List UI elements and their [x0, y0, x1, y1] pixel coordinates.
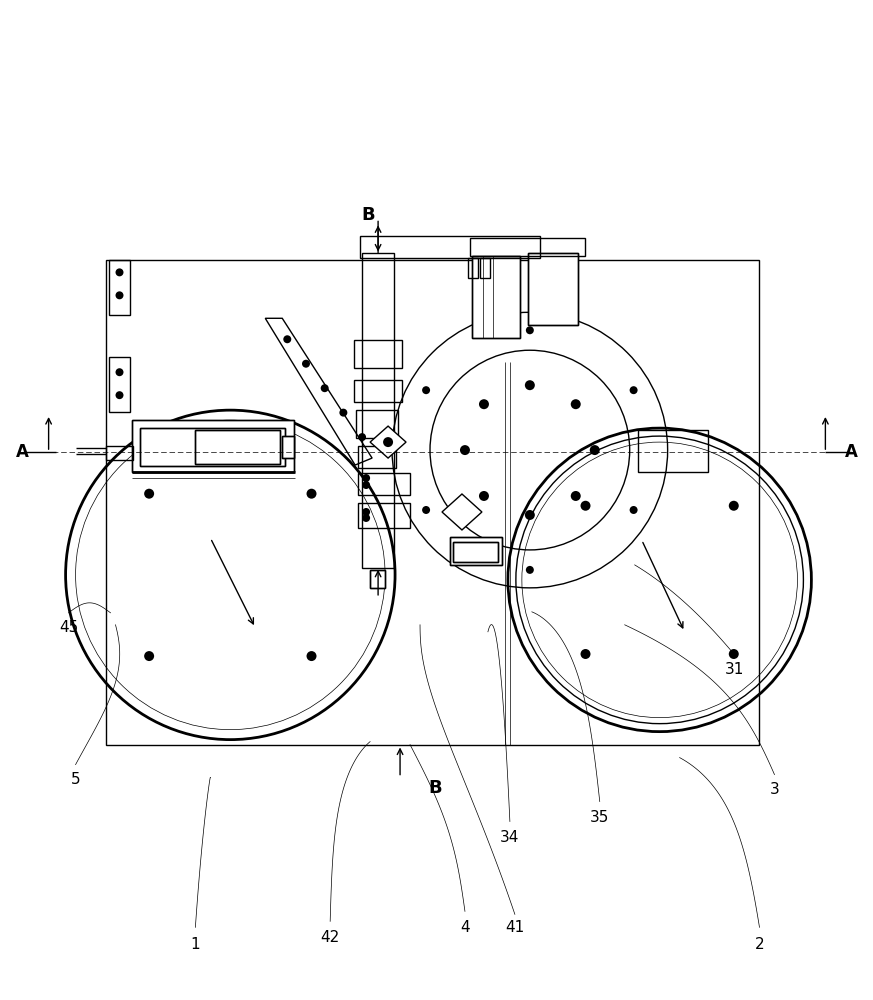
Text: 41: 41 — [505, 920, 525, 935]
Bar — [282, 436, 294, 458]
Circle shape — [525, 380, 535, 390]
Bar — [354, 340, 402, 368]
Circle shape — [115, 291, 123, 299]
Bar — [370, 570, 385, 588]
Text: 5: 5 — [71, 772, 80, 787]
Circle shape — [358, 433, 366, 441]
Circle shape — [320, 384, 328, 392]
Circle shape — [460, 445, 470, 455]
Bar — [370, 570, 385, 588]
Text: 2: 2 — [754, 937, 764, 952]
Circle shape — [115, 391, 123, 399]
Circle shape — [284, 335, 292, 343]
Circle shape — [362, 474, 370, 482]
Circle shape — [423, 386, 430, 394]
Text: 35: 35 — [590, 810, 609, 825]
Bar — [108, 357, 130, 412]
Circle shape — [571, 491, 581, 501]
Text: 31: 31 — [725, 662, 744, 677]
Text: 3: 3 — [770, 782, 780, 797]
Circle shape — [729, 501, 739, 511]
Circle shape — [729, 649, 739, 659]
Bar — [480, 258, 490, 278]
Bar — [196, 430, 280, 464]
Bar — [450, 537, 502, 565]
Bar — [358, 446, 396, 468]
Bar — [141, 428, 285, 466]
Circle shape — [581, 501, 590, 511]
Bar — [133, 420, 294, 472]
Bar — [358, 503, 410, 528]
Bar — [472, 256, 519, 338]
Bar — [108, 260, 130, 315]
Bar — [106, 446, 134, 460]
Circle shape — [423, 506, 430, 514]
Text: 45: 45 — [59, 620, 79, 635]
Circle shape — [629, 506, 637, 514]
Bar — [450, 537, 502, 565]
Bar — [528, 253, 578, 325]
Polygon shape — [442, 494, 482, 530]
Text: A: A — [17, 443, 29, 461]
Circle shape — [629, 386, 637, 394]
Bar — [470, 238, 585, 256]
Circle shape — [581, 649, 590, 659]
Bar — [453, 542, 498, 562]
Circle shape — [362, 508, 370, 516]
Polygon shape — [265, 318, 372, 465]
Polygon shape — [370, 426, 406, 458]
Bar — [358, 473, 410, 495]
Circle shape — [525, 510, 535, 520]
Bar — [361, 236, 540, 258]
Bar — [472, 256, 519, 338]
Bar — [362, 253, 394, 568]
Circle shape — [362, 481, 370, 489]
Circle shape — [526, 566, 534, 574]
Text: 42: 42 — [320, 930, 340, 945]
Bar — [453, 542, 498, 562]
Circle shape — [383, 437, 393, 447]
Circle shape — [144, 651, 155, 661]
Circle shape — [115, 268, 123, 276]
Circle shape — [306, 651, 317, 661]
Circle shape — [362, 514, 370, 522]
Circle shape — [115, 368, 123, 376]
Text: 34: 34 — [500, 830, 519, 845]
Circle shape — [144, 489, 155, 499]
Circle shape — [571, 399, 581, 409]
Bar — [637, 430, 708, 472]
Circle shape — [302, 360, 310, 368]
Bar — [528, 253, 578, 325]
Circle shape — [340, 409, 347, 417]
Bar — [141, 428, 285, 466]
Text: B: B — [428, 779, 442, 797]
Bar — [196, 430, 280, 464]
Circle shape — [479, 399, 489, 409]
Bar — [354, 380, 402, 402]
Bar — [356, 410, 398, 438]
Text: B: B — [361, 206, 375, 224]
Text: 1: 1 — [190, 937, 200, 952]
Circle shape — [306, 489, 317, 499]
Bar — [133, 420, 294, 472]
Circle shape — [590, 445, 600, 455]
Text: 4: 4 — [460, 920, 470, 935]
Circle shape — [526, 326, 534, 334]
Text: A: A — [845, 443, 858, 461]
Bar — [106, 260, 760, 745]
Bar — [282, 436, 294, 458]
Bar — [468, 258, 478, 278]
Circle shape — [479, 491, 489, 501]
